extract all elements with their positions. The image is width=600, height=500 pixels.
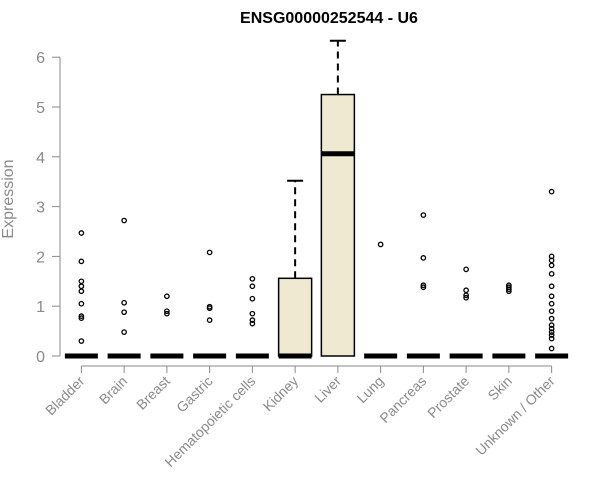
outlier-point <box>377 241 384 248</box>
outlier-point <box>78 313 85 320</box>
x-tick-label: Skin <box>484 373 515 404</box>
outlier-point <box>548 262 555 269</box>
outlier-point <box>463 287 469 294</box>
outlier-point <box>249 275 256 282</box>
y-axis-label: Expression <box>0 159 17 238</box>
x-tick-label: Liver <box>311 373 344 406</box>
box-liver <box>320 39 356 357</box>
outlier-point <box>78 283 85 290</box>
outlier-point <box>463 266 469 273</box>
outlier-point <box>78 300 85 307</box>
outlier-point <box>548 300 555 307</box>
outlier-point <box>463 294 469 301</box>
box-lung <box>364 241 398 359</box>
outlier-point <box>121 299 127 306</box>
outlier-point <box>420 255 427 261</box>
x-tick-label: Gastric <box>173 373 216 416</box>
box-skin <box>492 282 526 359</box>
x-tick-label: Brain <box>96 373 130 407</box>
x-tick-label: Pancreas <box>376 373 429 426</box>
outlier-point <box>164 310 170 317</box>
outlier-point <box>78 230 85 236</box>
outlier-point <box>463 292 469 299</box>
y-tick-label: 0 <box>36 349 45 366</box>
outlier-point <box>206 305 213 312</box>
x-tick-label: Breast <box>133 373 173 413</box>
x-tick-label: Prostate <box>424 373 472 421</box>
y-tick-label: 5 <box>36 100 45 117</box>
box-brain <box>107 217 141 359</box>
outlier-point <box>548 332 555 338</box>
x-tick-label: Unknown / Other <box>472 373 558 459</box>
outlier-point <box>121 329 127 335</box>
outlier-point <box>249 295 256 302</box>
outlier-point <box>506 286 512 293</box>
outlier-point <box>78 288 85 295</box>
box-unknown-other <box>535 188 569 359</box>
box-prostate <box>449 266 483 359</box>
outlier-point <box>420 282 427 289</box>
y-tick-label: 4 <box>36 150 45 167</box>
outlier-point <box>506 288 512 295</box>
box-hematopoietic-cells <box>235 275 269 359</box>
outlier-point <box>78 338 85 344</box>
chart-title: ENSG00000252544 - U6 <box>240 10 418 27</box>
y-tick-label: 1 <box>36 299 45 316</box>
outlier-point <box>249 310 256 317</box>
outlier-point <box>121 309 127 316</box>
y-tick-label: 3 <box>36 200 45 217</box>
box-gastric <box>193 249 227 359</box>
x-tick-label: Bladder <box>42 373 88 419</box>
box-bladder <box>64 230 98 359</box>
box-series <box>64 39 569 359</box>
y-tick-label: 6 <box>36 50 45 67</box>
outlier-point <box>548 293 555 300</box>
outlier-point <box>164 293 170 300</box>
box-pancreas <box>406 212 440 359</box>
box-breast <box>150 293 184 359</box>
outlier-point <box>420 212 427 218</box>
outlier-point <box>249 283 256 290</box>
outlier-point <box>164 308 170 315</box>
outlier-point <box>548 315 555 322</box>
outlier-point <box>548 329 555 335</box>
outlier-point <box>206 249 213 256</box>
box-body <box>320 93 356 357</box>
outlier-point <box>249 320 256 327</box>
outlier-point <box>548 322 555 328</box>
outlier-point <box>78 258 85 265</box>
y-axis: 0 1 2 3 4 5 6 <box>36 50 61 366</box>
y-tick-label: 2 <box>36 249 45 266</box>
outlier-point <box>548 345 555 352</box>
outlier-point <box>548 335 555 342</box>
outlier-point <box>249 317 256 323</box>
outlier-point <box>548 270 555 277</box>
box-body <box>277 277 313 357</box>
box-kidney <box>277 179 313 359</box>
outlier-point <box>548 325 555 332</box>
outlier-point <box>78 278 85 285</box>
outlier-point <box>548 283 555 290</box>
outlier-point <box>206 317 213 323</box>
outlier-point <box>78 315 85 322</box>
x-tick-label: Kidney <box>260 373 302 415</box>
x-tick-label: Lung <box>353 373 386 406</box>
outlier-point <box>548 188 555 195</box>
outlier-point <box>121 217 127 224</box>
outlier-point <box>420 284 427 291</box>
outlier-point <box>548 308 555 315</box>
